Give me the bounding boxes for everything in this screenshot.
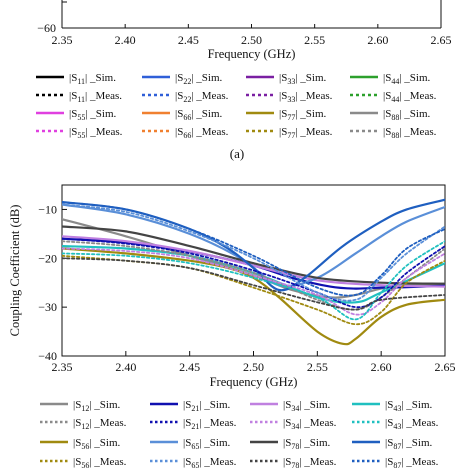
panel-b: −10 −20 −30 −402.35 2.40 2.45 2.50 2.55 2.60 2.65…: [8, 184, 456, 470]
series-line-78-meas: [62, 257, 445, 311]
series-line-78-sim: [62, 225, 445, 285]
panel-b-y-tick-label: −20: [38, 251, 57, 265]
panel-b-x-tick-label: 2.60: [371, 360, 392, 374]
legend-b-entry: |S43| _Meas.: [385, 417, 439, 431]
series-line-12-meas: [62, 240, 445, 311]
panel-b-x-axis-label: Frequency (GHz): [210, 375, 298, 389]
panel-a-x-tick-label: 2.35: [52, 33, 73, 47]
series-line-34-sim: [62, 235, 445, 288]
legend-b-entry: |S56| _Meas.: [73, 456, 127, 470]
legend-a-entry: |S66| _Sim.: [175, 108, 223, 122]
series-line-87-meas: [62, 201, 445, 297]
panel-b-y-axis-label: Coupling Coefficient (dB): [8, 205, 22, 337]
legend-b-entry: |S43| _Sim.: [385, 399, 433, 413]
panel-a-y-tick-label: −60: [37, 21, 56, 35]
series-line-34-meas: [62, 247, 445, 316]
panel-b-x-tick-label: 2.40: [115, 360, 136, 374]
legend-b-entry: |S34| _Sim.: [283, 399, 331, 413]
panel-a-x-tick-label: 2.65: [431, 33, 452, 47]
panel-b-x-tick-label: 2.35: [52, 360, 73, 374]
legend-b-entry: |S21| _Sim.: [183, 399, 231, 413]
series-line-56-meas: [62, 254, 445, 326]
panel-b-series-group: [62, 198, 445, 346]
panel-b-y-tick-label: −40: [38, 349, 57, 363]
panel-b-x-tick-label: 2.50: [243, 360, 264, 374]
legend-a-entry: |S11| _Meas.: [69, 90, 122, 104]
legend-b-entry: |S34| _Meas.: [283, 417, 337, 431]
legend-b-entry: |S21| _Meas.: [183, 417, 237, 431]
panel-a-x-tick-label: 2.60: [367, 33, 388, 47]
legend-a-entry: |S77| _Meas.: [279, 126, 333, 140]
legend-b-entry: |S12| _Meas.: [73, 417, 127, 431]
panel-b-y-tick-label: −30: [38, 300, 57, 314]
legend-a-entry: |S55| _Meas.: [69, 126, 123, 140]
legend-a-entry: |S44| _Meas.: [383, 90, 437, 104]
legend-b-entry: |S12| _Sim.: [73, 399, 121, 413]
panel-b-y-tick-label: −10: [38, 202, 57, 216]
legend-a-entry: |S77| _Sim.: [279, 108, 327, 122]
panel-a-x-axis-label: Frequency (GHz): [208, 47, 296, 61]
legend-b-entry: |S87| _Meas.: [385, 456, 439, 470]
panel-b-x-tick-label: 2.45: [179, 360, 200, 374]
panel-a-x-tick-label: 2.45: [178, 33, 199, 47]
legend-a-entry: |S66| _Meas.: [175, 126, 229, 140]
legend-b-entry: |S78| _Meas.: [283, 456, 337, 470]
panel-a-x-tick-label: 2.50: [241, 33, 262, 47]
legend-b-entry: |S87| _Sim.: [385, 437, 433, 451]
legend-a-entry: |S88| _Meas.: [383, 126, 437, 140]
panel-a-x-tick-label: 2.40: [115, 33, 136, 47]
legend-a-entry: |S22| _Meas.: [175, 90, 229, 104]
legend-a-entry: |S33| _Meas.: [279, 90, 333, 104]
legend-a-entry: |S88| _Sim.: [383, 108, 431, 122]
legend-b-entry: |S56| _Sim.: [73, 437, 121, 451]
legend-a-entry: |S33| _Sim.: [279, 72, 327, 86]
legend-a-entry: |S11| _Sim.: [69, 72, 116, 86]
legend-b-entry: |S65| _Sim.: [183, 437, 231, 451]
panel-b-x-tick-label: 2.65: [435, 360, 456, 374]
series-line-65-meas: [62, 203, 445, 302]
series-line-56-sim: [62, 247, 445, 346]
legend-a-entry: |S55| _Sim.: [69, 108, 117, 122]
panel-a-x-tick-label: 2.55: [304, 33, 325, 47]
panel-a-caption: (a): [230, 146, 244, 161]
legend-a-entry: |S22| _Sim.: [175, 72, 223, 86]
panel-b-x-tick-label: 2.55: [307, 360, 328, 374]
legend-a-entry: |S44| _Sim.: [383, 72, 431, 86]
series-line-43-meas: [62, 240, 445, 321]
panel-a: −602.35 2.40 2.45 2.50 2.55 2.60 2.65 Frequency…: [36, 0, 452, 140]
legend-b-entry: |S65| _Meas.: [183, 456, 237, 470]
legend-b-entry: |S78| _Sim.: [283, 437, 331, 451]
